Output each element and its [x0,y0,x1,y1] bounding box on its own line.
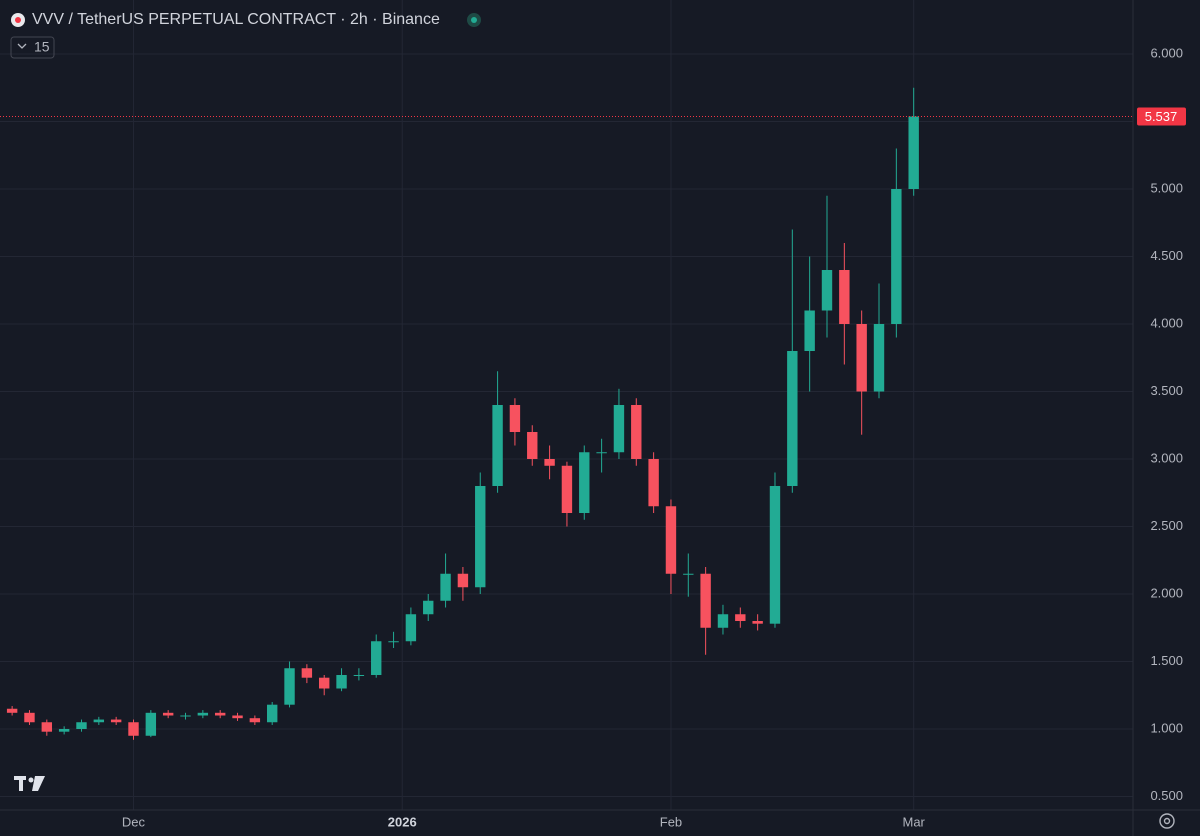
axes: 0.500 1.000 1.500 2.000 2.500 3.000 3.500 4.000… [0,45,1186,829]
candle-body [180,715,191,717]
candle-body [717,614,729,628]
candle-body [284,668,295,705]
candle-body [162,712,174,716]
candle-body [249,718,261,723]
candle-body [839,270,850,324]
candle-body [735,614,746,621]
candle-body [648,459,659,507]
candle-body [41,722,53,732]
candle-body [440,573,451,601]
y-tick-label: 2.000 [1150,585,1183,600]
last-price-box [1137,107,1186,126]
x-tick-label: Dec [122,814,146,829]
candle-body [856,324,867,392]
indicator-box[interactable] [10,36,55,59]
candle-body [145,712,157,736]
y-tick-label: 1.000 [1150,720,1183,735]
candle-body [752,621,763,624]
x-tick-label: Mar [902,814,925,829]
y-tick-label: 5.000 [1150,180,1183,195]
chart-title: VVV / TetherUS PERPETUAL CONTRACT · 2h ·… [32,11,440,28]
candle-body [371,641,382,675]
candle-body [596,452,607,454]
symbol-icon-dot [15,17,21,23]
candle-body [24,712,35,723]
y-tick-label: 6.000 [1150,45,1183,60]
candle-body [457,573,469,588]
candle-body [631,405,642,459]
candle-body [93,719,105,723]
candle-body [214,712,226,716]
candle-body [110,719,122,723]
candle-body [873,324,885,392]
candle-body [683,573,694,575]
candle-body [475,486,486,588]
y-tick-label: 3.500 [1150,383,1183,398]
y-tick-label: 2.500 [1150,518,1183,533]
x-tick-label: 2026 [388,814,417,829]
candle-body [492,405,503,486]
candle-body [319,677,330,689]
y-tick-label: 4.000 [1150,315,1183,330]
tradingview-logo [14,776,45,791]
x-tick-label: Feb [660,814,682,829]
candle-body [561,465,573,513]
last-price-label: 5.537 [1145,109,1178,124]
candle-body [613,405,625,453]
candle-body [787,351,798,486]
candle-body [58,729,70,732]
candle-body [6,708,18,713]
candle-body [423,600,434,615]
candle-body [353,675,365,676]
candle-body [665,506,677,574]
candle-body [197,712,209,716]
candle-body [266,704,278,723]
candle-body [544,459,555,466]
candle-body [76,722,87,729]
candle-body [509,405,521,432]
y-tick-label: 3.000 [1150,450,1183,465]
y-tick-label: 4.500 [1150,248,1183,263]
candle-body [821,270,833,311]
candle-body [405,614,417,642]
candle-body [232,715,243,719]
candle-body [804,310,815,351]
candle-body [527,432,538,459]
candle-body [908,116,919,189]
indicator-label: 15 [34,39,50,55]
chevron [17,43,27,49]
candles [6,87,919,740]
candle-body [301,668,313,678]
settings-icon[interactable] [1159,813,1175,829]
candle-body [700,573,711,628]
candle-body [769,486,781,624]
candle-body [891,189,902,324]
candle-body [579,452,590,513]
candle-body [336,675,347,689]
y-tick-label: 1.500 [1150,653,1183,668]
status-indicator-dot [471,17,477,23]
candle-body [388,641,399,643]
candle-body [128,722,139,736]
y-tick-label: 0.500 [1150,788,1183,803]
